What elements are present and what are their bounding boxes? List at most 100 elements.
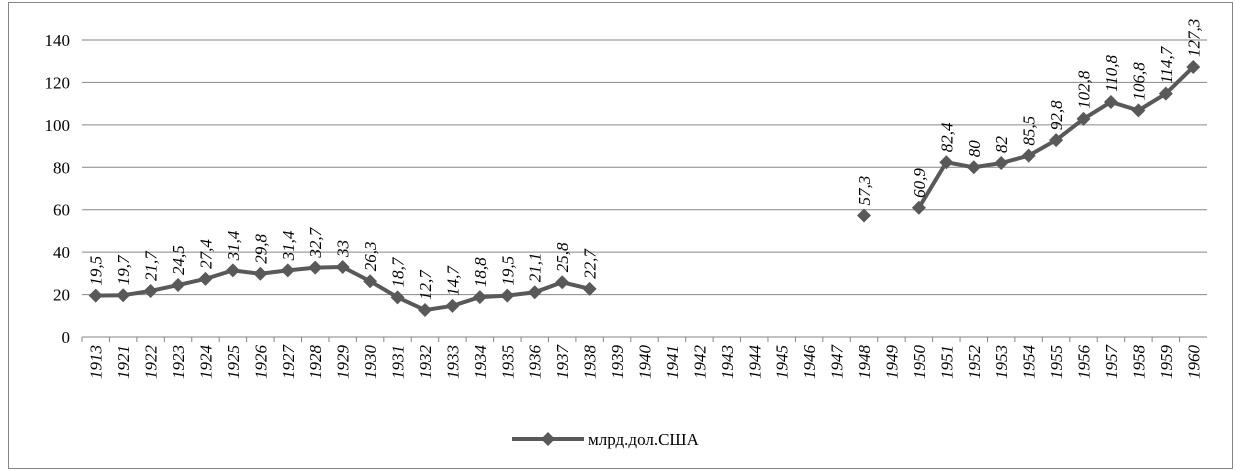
data-label: 92,8 xyxy=(1047,100,1066,130)
data-label: 19,7 xyxy=(114,254,133,285)
data-label: 82,4 xyxy=(937,122,956,152)
chart-border xyxy=(8,2,1233,469)
x-tick-label: 1945 xyxy=(773,345,792,379)
x-tick-label: 1950 xyxy=(910,345,929,380)
y-tick-label: 20 xyxy=(53,286,70,305)
x-tick-label: 1958 xyxy=(1129,345,1148,380)
x-tick-label: 1944 xyxy=(745,345,764,380)
marker xyxy=(1021,148,1036,163)
y-tick-label: 60 xyxy=(53,201,70,220)
marker xyxy=(500,288,515,303)
x-tick-label: 1938 xyxy=(581,345,600,380)
x-tick-label: 1934 xyxy=(471,345,490,380)
x-tick-label: 1922 xyxy=(142,345,161,380)
data-label: 18,8 xyxy=(471,257,490,287)
marker xyxy=(363,274,378,289)
data-label: 31,4 xyxy=(279,230,298,261)
marker xyxy=(198,271,213,286)
x-tick-label: 1948 xyxy=(855,345,874,380)
marker xyxy=(88,288,103,303)
x-tick-label: 1949 xyxy=(882,345,901,380)
x-tick-label: 1942 xyxy=(690,345,709,380)
data-label: 110,8 xyxy=(1102,54,1121,91)
data-label: 19,5 xyxy=(87,256,106,286)
x-tick-label: 1953 xyxy=(992,345,1011,379)
marker xyxy=(1186,59,1201,74)
data-label: 32,7 xyxy=(306,226,325,258)
data-label: 29,8 xyxy=(251,234,270,264)
marker xyxy=(472,290,487,305)
x-tick-label: 1951 xyxy=(937,345,956,379)
y-tick-label: 140 xyxy=(45,31,71,50)
data-label: 57,3 xyxy=(855,176,874,206)
marker xyxy=(1049,133,1064,148)
x-tick-label: 1952 xyxy=(965,345,984,380)
marker xyxy=(582,281,597,296)
data-label: 85,5 xyxy=(1020,116,1039,146)
x-tick-label: 1927 xyxy=(279,344,298,380)
x-tick-label: 1940 xyxy=(636,345,655,380)
data-label: 19,5 xyxy=(498,256,517,286)
x-tick-label: 1960 xyxy=(1184,345,1203,380)
y-tick-label: 100 xyxy=(45,116,71,135)
x-tick-label: 1946 xyxy=(800,345,819,380)
data-label: 26,3 xyxy=(361,241,380,271)
y-tick-label: 120 xyxy=(45,73,71,92)
marker xyxy=(1103,94,1118,109)
legend-marker xyxy=(541,432,555,446)
data-label: 14,7 xyxy=(443,265,462,296)
marker xyxy=(939,155,954,170)
marker xyxy=(857,208,872,223)
x-tick-label: 1957 xyxy=(1102,344,1121,380)
x-tick-label: 1936 xyxy=(526,345,545,380)
data-label: 60,9 xyxy=(910,168,929,198)
marker xyxy=(994,156,1009,171)
data-label: 114,7 xyxy=(1157,45,1176,83)
x-tick-label: 1954 xyxy=(1020,345,1039,380)
x-tick-label: 1933 xyxy=(443,345,462,379)
x-tick-label: 1930 xyxy=(361,345,380,380)
y-tick-label: 0 xyxy=(62,328,71,347)
x-tick-label: 1921 xyxy=(114,345,133,379)
x-tick-label: 1937 xyxy=(553,344,572,380)
x-tick-label: 1928 xyxy=(306,345,325,380)
marker xyxy=(445,298,460,313)
x-tick-label: 1929 xyxy=(334,345,353,380)
data-label: 127,3 xyxy=(1184,19,1203,57)
x-tick-label: 1932 xyxy=(416,345,435,380)
marker xyxy=(417,303,432,318)
marker xyxy=(390,290,405,305)
y-tick-label: 80 xyxy=(53,158,70,177)
data-label: 33 xyxy=(334,240,353,258)
data-label: 31,4 xyxy=(224,230,243,261)
marker xyxy=(143,283,158,298)
data-label: 24,5 xyxy=(169,245,188,275)
data-label: 12,7 xyxy=(416,269,435,300)
data-label: 102,8 xyxy=(1075,70,1094,109)
marker xyxy=(253,266,268,281)
x-tick-label: 1947 xyxy=(828,344,847,380)
x-tick-label: 1913 xyxy=(87,345,106,379)
y-tick-label: 40 xyxy=(53,243,70,262)
data-label: 80 xyxy=(965,140,984,158)
marker xyxy=(116,288,131,303)
marker xyxy=(527,285,542,300)
x-tick-label: 1941 xyxy=(663,345,682,379)
data-label: 18,7 xyxy=(389,256,408,287)
data-label: 106,8 xyxy=(1129,62,1148,101)
x-tick-label: 1956 xyxy=(1075,345,1094,380)
marker xyxy=(1076,111,1091,126)
x-tick-label: 1955 xyxy=(1047,345,1066,379)
marker xyxy=(1131,103,1146,118)
marker xyxy=(335,259,350,274)
marker xyxy=(555,275,570,290)
x-tick-label: 1943 xyxy=(718,345,737,379)
marker xyxy=(911,200,926,215)
marker xyxy=(225,263,240,278)
marker xyxy=(280,263,295,278)
marker xyxy=(1158,86,1173,101)
x-tick-label: 1939 xyxy=(608,345,627,380)
data-label: 25,8 xyxy=(553,242,572,272)
data-label: 27,4 xyxy=(196,239,215,269)
